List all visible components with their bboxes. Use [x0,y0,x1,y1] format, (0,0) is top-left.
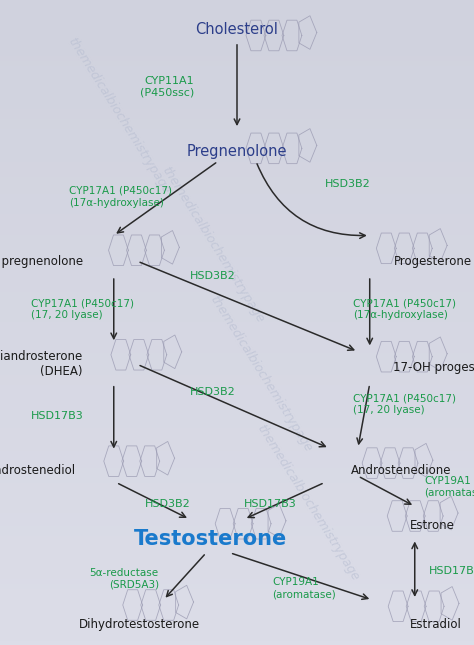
Text: Estrone: Estrone [410,519,455,532]
Text: themedicalbiochemistrypage: themedicalbiochemistrypage [255,422,362,584]
Text: Testosterone: Testosterone [134,528,288,549]
Text: themedicalbiochemistrypage: themedicalbiochemistrypage [160,164,267,326]
Text: 17-OH progesterone: 17-OH progesterone [393,361,474,374]
Text: themedicalbiochemistrypage: themedicalbiochemistrypage [207,293,314,455]
Text: themedicalbiochemistrypage: themedicalbiochemistrypage [65,35,172,197]
Text: HSD3B2: HSD3B2 [325,179,371,189]
Text: CYP19A1
(aromatase): CYP19A1 (aromatase) [273,577,336,599]
Text: CYP11A1
(P450ssc): CYP11A1 (P450ssc) [140,76,194,98]
Text: Dihydrotestosterone: Dihydrotestosterone [79,618,201,631]
Text: CYP19A1
(aromatase): CYP19A1 (aromatase) [424,476,474,498]
Text: CYP17A1 (P450c17)
(17, 20 lyase): CYP17A1 (P450c17) (17, 20 lyase) [353,393,456,415]
Text: Estradiol: Estradiol [410,618,462,631]
Text: HSD3B2: HSD3B2 [145,499,191,510]
Text: HSD3B2: HSD3B2 [190,271,236,281]
Text: 5α-reductase
(SRD5A3): 5α-reductase (SRD5A3) [90,568,159,590]
Text: HSD17B3: HSD17B3 [244,499,296,510]
Text: Pregnenolone: Pregnenolone [187,144,287,159]
Text: HSD3B2: HSD3B2 [190,386,236,397]
Text: CYP17A1 (P450c17)
(17α-hydroxylase): CYP17A1 (P450c17) (17α-hydroxylase) [69,186,172,208]
Text: HSD17B3: HSD17B3 [31,411,83,421]
Text: 17-OH pregnenolone: 17-OH pregnenolone [0,255,83,268]
Text: Androstenediol: Androstenediol [0,464,76,477]
Text: Androstenedione: Androstenedione [351,464,451,477]
Text: CYP17A1 (P450c17)
(17, 20 lyase): CYP17A1 (P450c17) (17, 20 lyase) [31,299,134,321]
Text: HSD17B3: HSD17B3 [429,566,474,576]
Text: Cholesterol: Cholesterol [196,21,278,37]
Text: CYP17A1 (P450c17)
(17α-hydroxylase): CYP17A1 (P450c17) (17α-hydroxylase) [353,299,456,321]
Text: Dehydroepiandrosterone
(DHEA): Dehydroepiandrosterone (DHEA) [0,350,83,379]
Text: Progesterone: Progesterone [393,255,472,268]
